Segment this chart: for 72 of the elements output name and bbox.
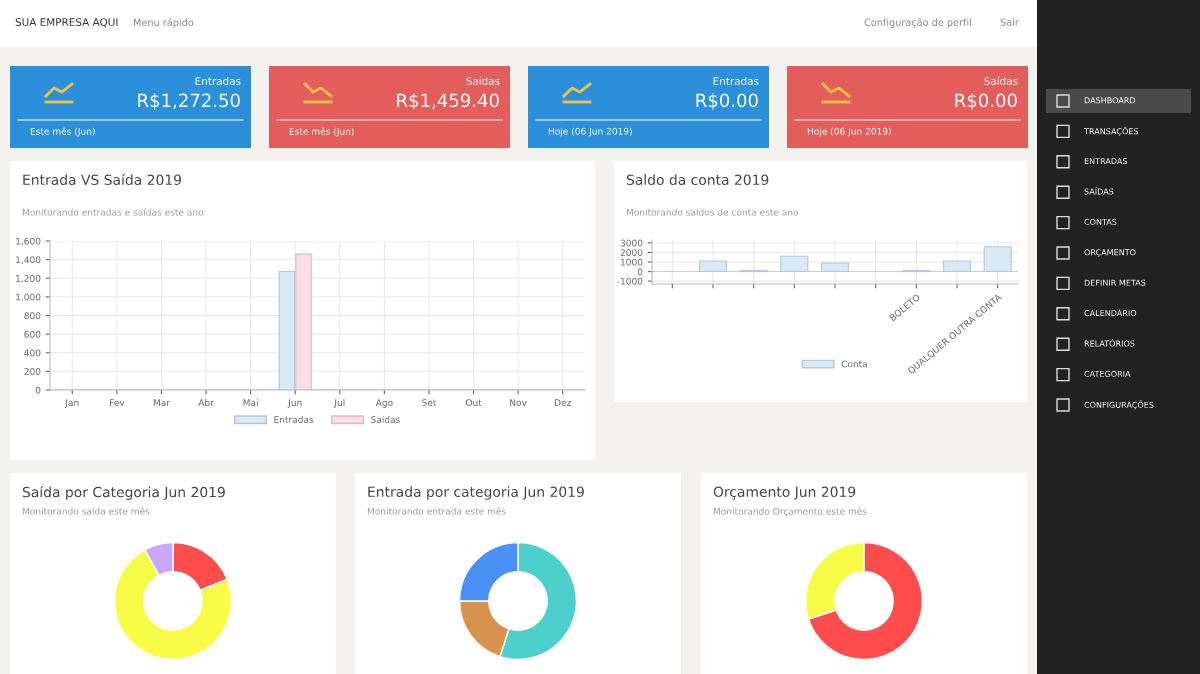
text: DASHBOARD [1084,97,1136,104]
x-tick-label: Nov [510,399,527,407]
x-tick-label: Abr [198,399,214,407]
y-tick-label: 800 [24,312,41,320]
x-tick-label: Mar [153,399,170,407]
x-tick-label: Dez [554,399,571,407]
y-tick-label: 1,400 [16,256,41,265]
y-tick-label: 2000 [620,249,643,256]
y-tick-label: 3000 [620,239,643,247]
text: Este mês (Jun) [30,127,95,137]
x-tick-label: Jul [333,399,345,408]
text: SUA EMPRESA AQUI [15,18,118,28]
text: TRANSAÇÕES [1083,126,1139,136]
y-tick-label: 1,600 [16,237,41,246]
bar [820,262,850,273]
text: R$1,459.40 [397,93,499,110]
text: SAÍDAS [1084,186,1114,195]
y-tick-label: -1000 [617,277,643,285]
bar [698,260,728,273]
text: ENTRADAS [1084,158,1128,165]
legend-label: Conta [841,360,867,368]
chart-subtitle: Monitorando Orçamento este mês [713,507,867,517]
text: Entradas [195,76,241,86]
text: Hoje (06 Jun 2019) [548,127,632,137]
legend-label: Saídas [371,415,400,423]
y-tick-label: 1,200 [16,274,41,283]
chart-subtitle: Monitorando saldos de conta este ano [626,208,799,216]
x-tick-label: Set [422,399,437,407]
x-tick-label: Jan [64,399,79,408]
chart-title: Entrada por categoria Jun 2019 [368,486,584,500]
bar [942,260,972,273]
text: CONFIGURAÇÕES [1084,400,1154,410]
text: Configuração de perfil [864,18,971,28]
chart-subtitle: Monitorando entradas e saídas este ano [22,208,204,216]
text: RELATÓRIOS [1084,338,1135,347]
y-tick-label: 600 [24,330,41,338]
text: CATEGORIA [1084,370,1131,377]
text: R$0.00 [955,93,1017,110]
chart-subtitle: Monitorando saída este mês [22,507,150,515]
legend-label: Entradas [274,416,314,423]
y-tick-label: 0 [35,386,41,394]
text: ORÇAMENTO [1084,249,1136,257]
donut-slice [807,541,924,661]
y-tick-label: 1,000 [16,293,41,302]
text: Este mês (Jun) [289,127,354,137]
x-tick-label: Jun [287,399,302,408]
y-tick-label: 1000 [620,258,643,266]
y-tick-label: 400 [24,349,41,357]
x-tick-label: Ago [375,399,393,408]
text: Hoje (06 Jun 2019) [807,127,891,137]
chart-title: Orçamento Jun 2019 [713,486,856,500]
x-tick-label: Mai [243,399,258,407]
text: Saídas [466,76,500,86]
chart-title: Saldo da conta 2019 [626,174,769,186]
bar [780,255,809,273]
chart-title: Saída por Categoria Jun 2019 [22,486,225,500]
text: CONTAS [1084,218,1117,225]
text: Saídas [984,76,1018,86]
chart-subtitle: Monitorando entrada este mês [367,507,506,515]
text: Menu rápido [133,18,194,28]
text: R$0.00 [696,93,758,110]
text: CALENDÁRIO [1084,308,1137,317]
text: Entradas [713,76,759,86]
text: DEFINIR METAS [1084,279,1146,286]
bar [983,246,1012,273]
chart-title: Entrada VS Saída 2019 [23,173,182,186]
y-tick-label: 200 [24,368,41,375]
y-tick-label: 0 [637,268,643,276]
x-tick-label: Out [465,399,482,407]
x-tick-label: Fev [109,399,125,407]
text: R$1,272.50 [138,93,240,110]
text: Sair [1000,18,1019,26]
